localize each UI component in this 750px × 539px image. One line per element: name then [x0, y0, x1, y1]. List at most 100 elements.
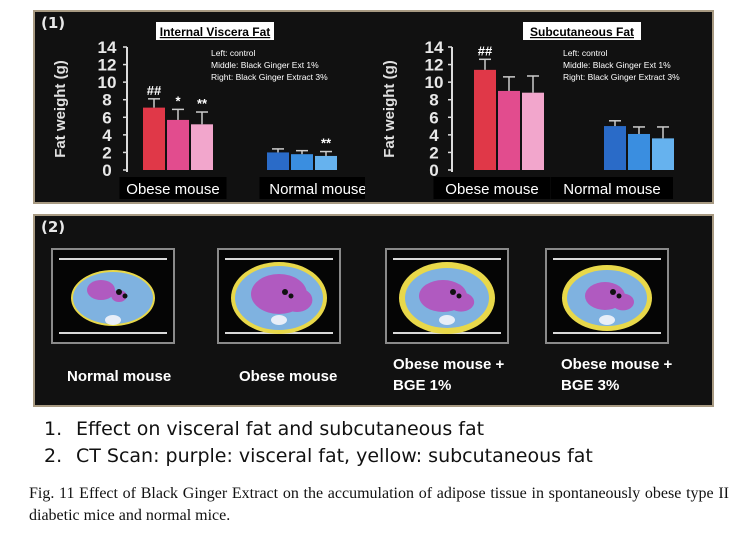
ct-scan-caption-line: Normal mouse	[67, 368, 172, 385]
ct-scan-caption: Obese mouse + BGE 1%	[393, 354, 504, 396]
spine-region	[105, 315, 121, 325]
significance-label: ##	[147, 83, 162, 98]
visceral-fat-region	[612, 293, 634, 311]
scan-rail-line	[553, 258, 661, 260]
category-label-box	[119, 177, 227, 199]
gas-pocket	[610, 289, 616, 295]
y-axis-label: Fat weight (g)	[52, 60, 69, 158]
subcutaneous-fat-chart: Subcutaneous Fat Left: control Middle: Bla…	[381, 22, 680, 199]
legend-entry: Middle: Black Ginger Ext 1%	[563, 60, 671, 70]
spine-region	[599, 315, 615, 325]
ct-scan-panel: (2) Normal mouse Obese mouse Obese mouse…	[33, 214, 714, 407]
gas-pocket	[288, 293, 294, 299]
gas-pocket	[116, 289, 122, 295]
legend-entry: Left: control	[211, 48, 256, 58]
summary-number: 1.	[44, 418, 63, 440]
scan-rail-line	[225, 258, 333, 260]
visceral-fat-region	[281, 288, 313, 312]
summary-item: 2. CT Scan: purple: visceral fat, yellow:…	[44, 445, 593, 467]
bar	[291, 154, 313, 170]
bar	[652, 138, 674, 170]
legend-entry: Left: control	[563, 48, 608, 58]
bar	[522, 92, 544, 170]
visceral-fat-region	[447, 292, 475, 312]
bar	[315, 155, 337, 170]
y-tick-label: 0	[102, 161, 111, 180]
summary-item: 1. Effect on visceral fat and subcutaneou…	[44, 418, 484, 440]
y-tick-label: 4	[102, 126, 112, 145]
ct-scan-caption-line: Obese mouse +	[393, 356, 505, 373]
y-tick-label: 2	[102, 143, 111, 162]
ct-scan-image	[545, 248, 669, 344]
ct-scan-image	[385, 248, 509, 344]
y-tick-label: 12	[425, 56, 444, 75]
ct-cross-section	[71, 270, 155, 326]
visceral-fat-region	[87, 280, 115, 300]
summary-text: Effect on visceral fat and subcutaneous …	[76, 418, 485, 440]
category-label: Normal mouse	[563, 181, 661, 198]
chart-title: Internal Viscera Fat	[160, 25, 271, 39]
bar	[474, 69, 496, 170]
legend-entry: Right: Black Ginger Extract 3%	[211, 72, 328, 82]
scan-rail-line	[59, 258, 167, 260]
chart-title-box	[523, 22, 641, 40]
significance-label: **	[321, 136, 332, 151]
category-label: Normal mouse	[269, 181, 365, 198]
panel-label: (1)	[41, 14, 66, 32]
y-axis-label: Fat weight (g)	[381, 60, 398, 158]
figure-caption: Fig. 11 Effect of Black Ginger Extract o…	[29, 485, 729, 524]
ct-scan-image	[217, 248, 341, 344]
gas-pocket	[122, 293, 128, 299]
y-tick-label: 10	[98, 73, 117, 92]
category-label-box	[433, 177, 551, 199]
bar	[267, 152, 289, 170]
gas-pocket	[282, 289, 288, 295]
summary-number: 2.	[44, 445, 63, 467]
y-tick-label: 2	[429, 143, 438, 162]
y-tick-label: 8	[429, 91, 438, 110]
ct-cross-section	[562, 265, 652, 331]
bar	[191, 124, 213, 170]
significance-label: *	[175, 93, 181, 108]
summary-text: CT Scan: purple: visceral fat, yellow: s…	[76, 445, 593, 467]
legend-entry: Right: Black Ginger Extract 3%	[563, 72, 680, 82]
ct-scan-image	[51, 248, 175, 344]
ct-scan-caption: Obese mouse	[239, 366, 337, 387]
ct-cross-section	[231, 262, 327, 334]
spine-region	[439, 315, 455, 325]
bar	[604, 126, 626, 170]
scan-rail-line	[59, 332, 167, 334]
fat-weight-charts-panel: (1) Internal Viscera Fat Left: control Mid…	[33, 10, 714, 204]
visceral-fat-chart: Internal Viscera Fat Left: control Middle:…	[52, 22, 365, 199]
y-tick-label: 10	[425, 73, 444, 92]
y-tick-label: 12	[98, 56, 117, 75]
ct-scan-caption-line: Obese mouse +	[561, 356, 673, 373]
spine-region	[271, 315, 287, 325]
y-tick-label: 4	[429, 126, 439, 145]
scan-rail-line	[393, 258, 501, 260]
category-label: Obese mouse	[445, 181, 538, 198]
y-tick-label: 6	[102, 108, 111, 127]
y-tick-label: 14	[98, 38, 117, 57]
gas-pocket	[456, 293, 462, 299]
bar	[167, 119, 189, 170]
y-tick-label: 14	[425, 38, 444, 57]
ct-scan-caption: Obese mouse + BGE 3%	[561, 354, 672, 396]
category-label-box	[551, 177, 673, 199]
ct-scan-caption-line: BGE 1%	[393, 377, 452, 394]
ct-scan-caption-line: BGE 3%	[561, 377, 620, 394]
panel-label: (2)	[41, 218, 66, 236]
chart-title-box	[156, 22, 274, 40]
bar	[498, 90, 520, 170]
category-label-box	[259, 177, 365, 199]
ct-scan-caption: Normal mouse	[67, 366, 171, 387]
y-tick-label: 8	[102, 91, 111, 110]
gas-pocket	[450, 289, 456, 295]
y-tick-label: 0	[429, 161, 438, 180]
bar	[628, 133, 650, 170]
legend-entry: Middle: Black Ginger Ext 1%	[211, 60, 319, 70]
y-tick-label: 6	[429, 108, 438, 127]
ct-cross-section	[399, 262, 495, 334]
category-label: Obese mouse	[126, 181, 219, 198]
significance-label: **	[197, 96, 208, 111]
